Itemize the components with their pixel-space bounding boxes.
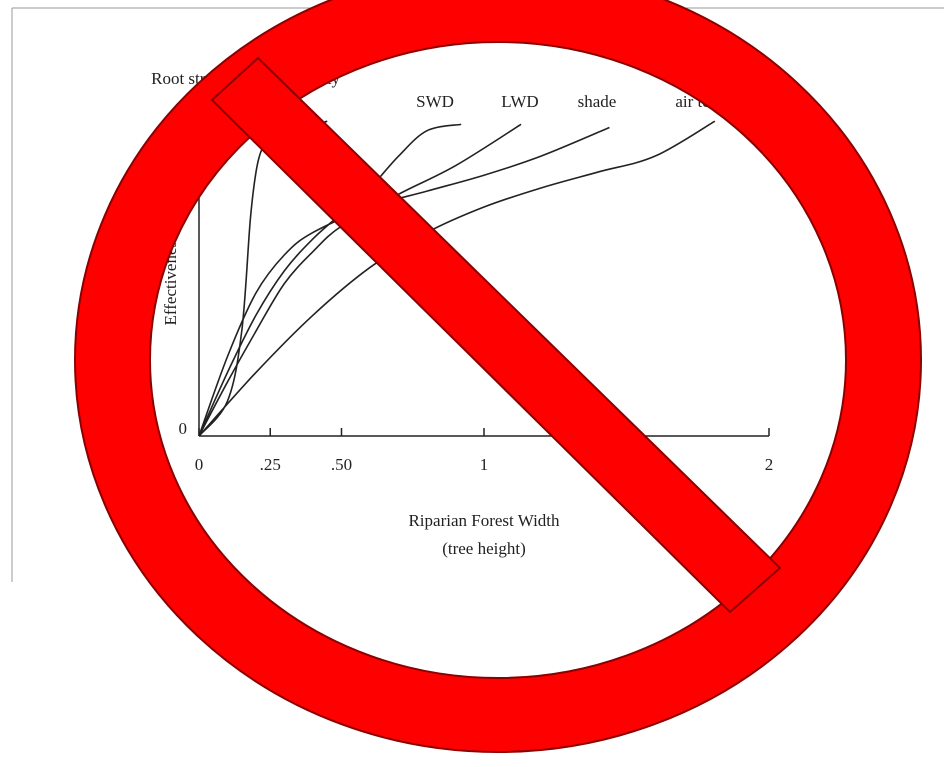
- x-tick-label: 0: [195, 455, 204, 474]
- x-tick-label: .25: [260, 455, 281, 474]
- x-tick-label: .50: [331, 455, 352, 474]
- prohibition-sign: [73, 0, 923, 753]
- series-line: [198, 126, 610, 437]
- series-line: [198, 123, 462, 437]
- series-line: [198, 123, 522, 437]
- x-tick-label: 2: [765, 455, 774, 474]
- x-axis-label: Riparian Forest Width: [408, 511, 560, 530]
- sign-slash: [210, 56, 782, 614]
- series-label: LWD: [501, 92, 538, 111]
- x-axis-label: (tree height): [442, 539, 526, 558]
- series-label: shade: [578, 92, 617, 111]
- x-tick-label: 1: [480, 455, 489, 474]
- y-tick-label: 0: [179, 419, 188, 438]
- sign-ring: [73, 0, 923, 753]
- series-label: SWD: [416, 92, 454, 111]
- series-line: [198, 120, 716, 437]
